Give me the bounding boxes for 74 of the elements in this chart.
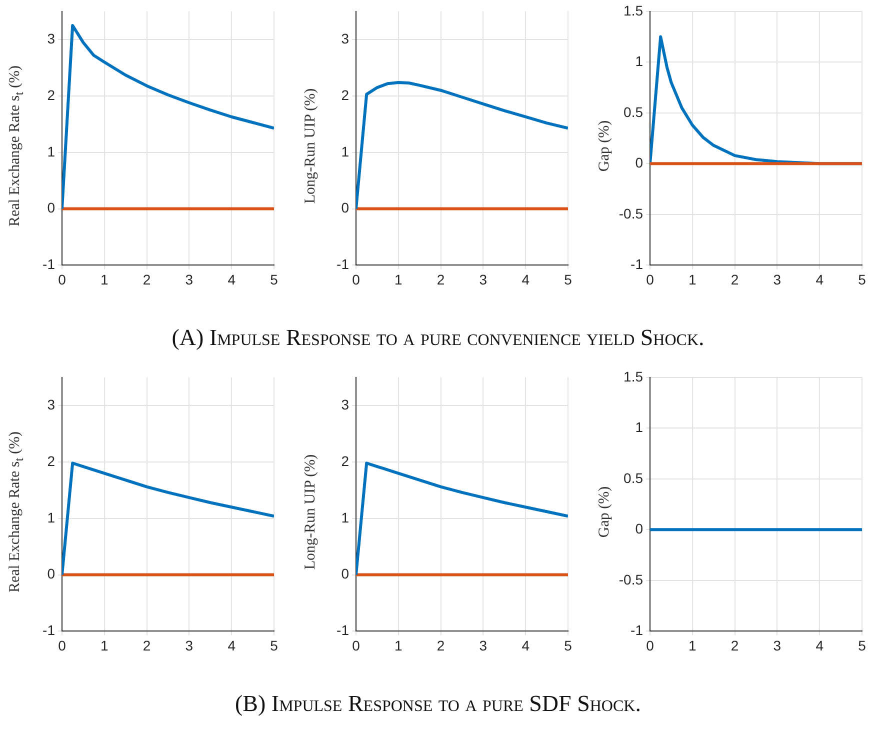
text: (A) Impulse Response to a pure convenience yield Shock. xyxy=(170,325,706,351)
y-tick-label: 1 xyxy=(47,143,56,160)
y-tick-label: -1 xyxy=(336,622,350,638)
x-tick-label: 3 xyxy=(185,637,194,654)
x-tick-label: 5 xyxy=(270,637,278,654)
y-tick-label: 2 xyxy=(341,452,350,469)
x-tick-label: 2 xyxy=(142,637,151,654)
y-tick-label: -1 xyxy=(42,256,56,272)
y-tick-label: 3 xyxy=(47,396,56,412)
x-tick-label: 4 xyxy=(816,271,824,288)
y-tick-label: 2 xyxy=(47,86,56,103)
x-tick-label: 2 xyxy=(436,637,445,654)
x-tick-label: 1 xyxy=(688,271,696,288)
x-tick-label: 0 xyxy=(352,637,360,654)
x-tick-label: 2 xyxy=(730,271,739,288)
x-tick-label: 4 xyxy=(228,271,236,288)
y-tick-label: 2 xyxy=(47,452,56,469)
y-tick-label: 0 xyxy=(635,154,644,171)
y-tick-label: 1.5 xyxy=(624,2,644,18)
y-tick-label: 0 xyxy=(47,566,56,582)
x-tick-label: 5 xyxy=(564,637,572,654)
x-tick-label: 0 xyxy=(646,637,654,654)
y-tick-label: 0.5 xyxy=(624,470,644,486)
y-tick-label: 2 xyxy=(341,86,350,103)
y-tick-label: 0 xyxy=(341,566,350,582)
y-axis-title: Long-Run UIP (%) xyxy=(302,454,320,570)
y-tick-label: 3 xyxy=(47,30,56,46)
x-tick-label: 3 xyxy=(479,271,488,288)
y-tick-label: 1 xyxy=(341,143,350,160)
y-axis-title: Gap (%) xyxy=(596,120,614,172)
y-axis-title: Long-Run UIP (%) xyxy=(302,88,320,204)
y-tick-label: -0.5 xyxy=(618,205,644,222)
y-tick-label: 0.5 xyxy=(624,104,644,120)
x-tick-label: 2 xyxy=(142,271,151,288)
x-tick-label: 4 xyxy=(522,271,530,288)
x-tick-label: 0 xyxy=(646,271,654,288)
y-tick-label: 1 xyxy=(635,53,644,70)
y-tick-label: -1 xyxy=(630,256,644,272)
x-tick-label: 5 xyxy=(858,637,866,654)
y-tick-label: -1 xyxy=(630,622,644,638)
x-tick-label: 1 xyxy=(394,271,402,288)
x-tick-label: 5 xyxy=(564,271,572,288)
y-tick-label: 3 xyxy=(341,396,350,412)
x-tick-label: 1 xyxy=(100,637,108,654)
y-tick-label: 1 xyxy=(47,509,56,526)
x-tick-label: 5 xyxy=(858,271,866,288)
y-tick-label: -1 xyxy=(42,622,56,638)
x-tick-label: 5 xyxy=(270,271,278,288)
x-tick-label: 4 xyxy=(228,637,236,654)
x-tick-label: 4 xyxy=(522,637,530,654)
x-tick-label: 1 xyxy=(688,637,696,654)
y-tick-label: -0.5 xyxy=(618,571,644,588)
text: (B) Impulse Response to a pure SDF Shock. xyxy=(234,691,642,717)
y-tick-label: 3 xyxy=(341,30,350,46)
x-tick-label: 3 xyxy=(479,637,488,654)
x-tick-label: 0 xyxy=(352,271,360,288)
x-tick-label: 3 xyxy=(773,271,782,288)
y-tick-label: 1 xyxy=(635,419,644,436)
y-tick-label: 0 xyxy=(635,520,644,537)
x-tick-label: 2 xyxy=(730,637,739,654)
x-tick-label: 0 xyxy=(58,271,66,288)
y-tick-label: -1 xyxy=(336,256,350,272)
x-tick-label: 3 xyxy=(185,271,194,288)
x-tick-label: 3 xyxy=(773,637,782,654)
x-tick-label: 0 xyxy=(58,637,66,654)
y-tick-label: 0 xyxy=(341,200,350,216)
x-tick-label: 2 xyxy=(436,271,445,288)
x-tick-label: 1 xyxy=(100,271,108,288)
y-tick-label: 0 xyxy=(47,200,56,216)
y-tick-label: 1 xyxy=(341,509,350,526)
x-tick-label: 1 xyxy=(394,637,402,654)
y-tick-label: 1.5 xyxy=(624,368,644,384)
x-tick-label: 4 xyxy=(816,637,824,654)
y-axis-title: Gap (%) xyxy=(596,486,614,538)
